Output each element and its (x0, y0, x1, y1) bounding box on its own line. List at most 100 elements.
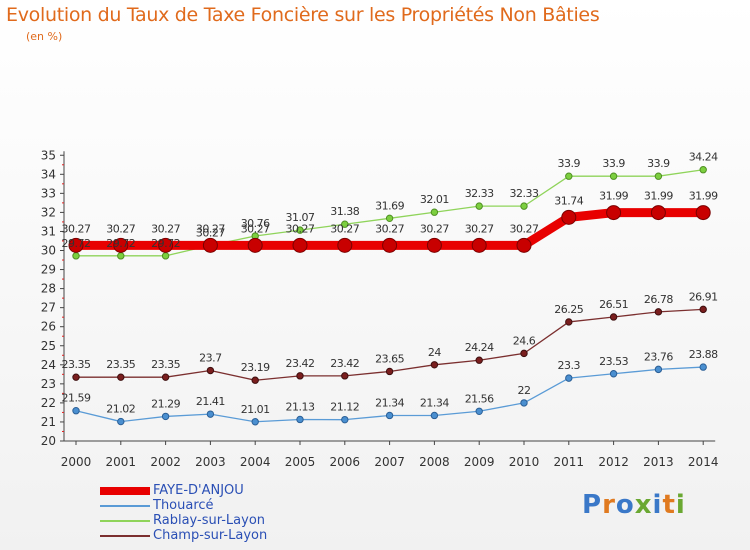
data-label-thouarce: 21.56 (465, 392, 494, 405)
x-tick-label: 2011 (554, 455, 585, 469)
data-label-rablay-sur-layon: 31.69 (375, 199, 404, 212)
legend-label-rablay-sur-layon: Rablay-sur-Layon (153, 513, 266, 528)
data-label-thouarce: 21.02 (106, 403, 135, 416)
data-label-champ-sur-layon: 26.78 (644, 293, 673, 306)
data-label-faye-d-anjou: 31.99 (644, 190, 673, 203)
data-point-rablay-sur-layon (296, 226, 304, 234)
data-label-rablay-sur-layon: 32.33 (465, 187, 494, 200)
data-point-faye-d-anjou (516, 237, 532, 253)
data-point-faye-d-anjou (113, 237, 129, 253)
legend-label-faye-d-anjou: FAYE-D'ANJOU (153, 483, 244, 498)
x-tick-label: 2006 (330, 455, 361, 469)
data-point-faye-d-anjou (292, 237, 308, 253)
data-label-faye-d-anjou: 30.27 (196, 222, 225, 235)
data-label-thouarce: 21.12 (330, 401, 359, 414)
data-label-faye-d-anjou: 30.27 (241, 222, 270, 235)
y-tick-label: 26 (41, 320, 56, 334)
data-label-champ-sur-layon: 24.6 (513, 334, 536, 347)
data-point-faye-d-anjou (606, 205, 622, 221)
data-label-champ-sur-layon: 23.35 (106, 358, 135, 371)
data-point-faye-d-anjou (68, 237, 84, 253)
data-point-rablay-sur-layon (475, 202, 483, 210)
data-label-faye-d-anjou: 31.99 (689, 190, 718, 203)
y-tick-label: 28 (41, 282, 56, 296)
data-point-faye-d-anjou (650, 205, 666, 221)
data-point-rablay-sur-layon (609, 172, 618, 180)
logo-letter: i (675, 490, 686, 520)
x-tick-label: 2009 (464, 455, 495, 469)
data-label-faye-d-anjou: 30.27 (510, 222, 539, 235)
data-label-thouarce: 21.29 (151, 397, 180, 410)
data-point-champ-sur-layon (654, 308, 663, 316)
data-label-thouarce: 23.88 (689, 348, 718, 361)
data-label-champ-sur-layon: 23.35 (62, 358, 91, 371)
data-label-thouarce: 21.34 (375, 396, 404, 409)
data-label-champ-sur-layon: 23.65 (375, 352, 404, 365)
data-point-champ-sur-layon (699, 305, 707, 314)
data-label-champ-sur-layon: 26.91 (689, 290, 718, 303)
data-point-champ-sur-layon (520, 349, 528, 358)
x-tick-label: 2008 (419, 455, 450, 469)
x-tick-label: 2002 (150, 455, 181, 469)
legend-label-thouarce: Thouarcé (153, 498, 214, 513)
x-tick-label: 2005 (285, 455, 316, 469)
data-point-champ-sur-layon (161, 373, 170, 381)
x-tick-label: 2014 (688, 455, 719, 469)
series-faye-d-anjou (68, 205, 711, 253)
y-tick-label: 32 (41, 205, 56, 219)
data-point-thouarce (430, 411, 439, 420)
data-label-faye-d-anjou: 30.27 (106, 222, 135, 235)
data-label-champ-sur-layon: 26.25 (554, 303, 583, 316)
data-label-faye-d-anjou: 31.74 (554, 194, 583, 207)
data-point-champ-sur-layon (609, 313, 618, 321)
data-label-champ-sur-layon: 23.35 (151, 358, 180, 371)
data-label-faye-d-anjou: 30.27 (465, 222, 494, 235)
data-point-thouarce (654, 365, 663, 374)
y-tick-label: 29 (41, 263, 56, 277)
data-point-faye-d-anjou (158, 237, 174, 253)
data-point-rablay-sur-layon (117, 252, 125, 260)
data-label-thouarce: 21.01 (241, 403, 270, 416)
data-label-thouarce: 21.13 (286, 400, 315, 413)
data-point-thouarce (565, 374, 573, 382)
data-label-thouarce: 21.34 (420, 396, 449, 409)
x-tick-label: 2004 (240, 455, 271, 469)
logo-letter: P (582, 490, 603, 520)
data-label-rablay-sur-layon: 29.72 (151, 237, 180, 250)
legend-swatch-faye-d-anjou (100, 487, 150, 495)
data-label-rablay-sur-layon: 33.9 (602, 157, 625, 170)
data-label-champ-sur-layon: 23.42 (330, 357, 359, 370)
legend-swatch-champ-sur-layon (100, 535, 150, 537)
data-point-champ-sur-layon (117, 373, 125, 381)
data-point-faye-d-anjou (561, 209, 577, 225)
data-point-rablay-sur-layon (341, 220, 349, 228)
y-tick-label: 22 (41, 396, 56, 410)
x-tick-label: 2010 (509, 455, 540, 469)
x-tick-label: 2012 (598, 455, 629, 469)
y-tick-label: 27 (41, 301, 56, 315)
data-label-rablay-sur-layon: 32.33 (510, 187, 539, 200)
y-tick-label: 25 (41, 339, 56, 353)
data-point-thouarce (296, 415, 304, 424)
data-point-rablay-sur-layon (161, 252, 170, 260)
x-tick-label: 2003 (195, 455, 226, 469)
y-tick-label: 35 (41, 148, 56, 162)
data-point-rablay-sur-layon (430, 208, 439, 216)
data-point-champ-sur-layon (565, 318, 573, 326)
logo-letter: o (615, 490, 635, 520)
legend-label-champ-sur-layon: Champ-sur-Layon (153, 528, 268, 543)
data-label-champ-sur-layon: 23.42 (286, 357, 315, 370)
data-label-faye-d-anjou: 30.27 (420, 222, 449, 235)
data-label-rablay-sur-layon: 33.9 (558, 157, 581, 170)
data-point-thouarce (609, 370, 618, 378)
data-point-faye-d-anjou (382, 237, 398, 253)
legend-swatch-thouarce (100, 505, 150, 507)
data-label-champ-sur-layon: 23.7 (199, 352, 222, 365)
data-label-faye-d-anjou: 31.99 (599, 190, 628, 203)
data-point-champ-sur-layon (206, 366, 215, 375)
data-label-champ-sur-layon: 23.19 (241, 361, 270, 374)
data-point-champ-sur-layon (475, 356, 483, 364)
data-point-faye-d-anjou (471, 237, 487, 253)
data-label-rablay-sur-layon: 29.72 (106, 237, 135, 250)
legend-swatch-rablay-sur-layon (100, 520, 150, 522)
